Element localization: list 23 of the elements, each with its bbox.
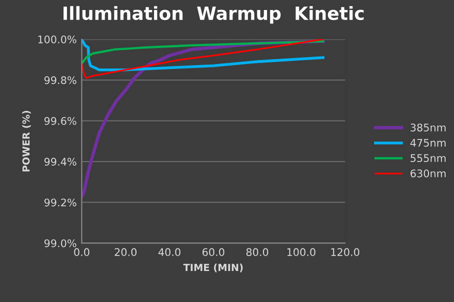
y-tick-label: 99.4% — [44, 158, 76, 166]
line-series — [82, 40, 324, 65]
line-series — [82, 39, 324, 79]
x-tick-label: 80.0 — [246, 248, 268, 256]
x-tick-label: 20.0 — [114, 248, 137, 256]
y-tick-label: 99.2% — [44, 198, 76, 206]
x-tick-label: 60.0 — [202, 248, 224, 256]
legend-label: 385nm — [410, 124, 446, 132]
x-axis-title: TIME (MIN) — [183, 264, 243, 272]
legend-label: 555nm — [410, 154, 446, 162]
legend-label: 475nm — [410, 139, 446, 147]
x-tick-label: 0.0 — [74, 248, 90, 256]
y-tick-label: 100.0% — [38, 35, 76, 44]
chart-title: Illumination Warmup Kinetic — [64, 6, 364, 24]
x-tick-label: 120.0 — [331, 248, 360, 256]
legend-label: 630nm — [410, 169, 446, 178]
y-tick-label: 99.0% — [44, 239, 76, 248]
y-tick-label: 99.8% — [44, 76, 76, 84]
y-axis-title: POWER (%) — [22, 110, 31, 172]
line-series — [82, 39, 324, 72]
y-tick-label: 99.6% — [44, 117, 76, 125]
x-tick-label: 100.0 — [287, 248, 316, 256]
x-tick-label: 40.0 — [158, 248, 180, 256]
